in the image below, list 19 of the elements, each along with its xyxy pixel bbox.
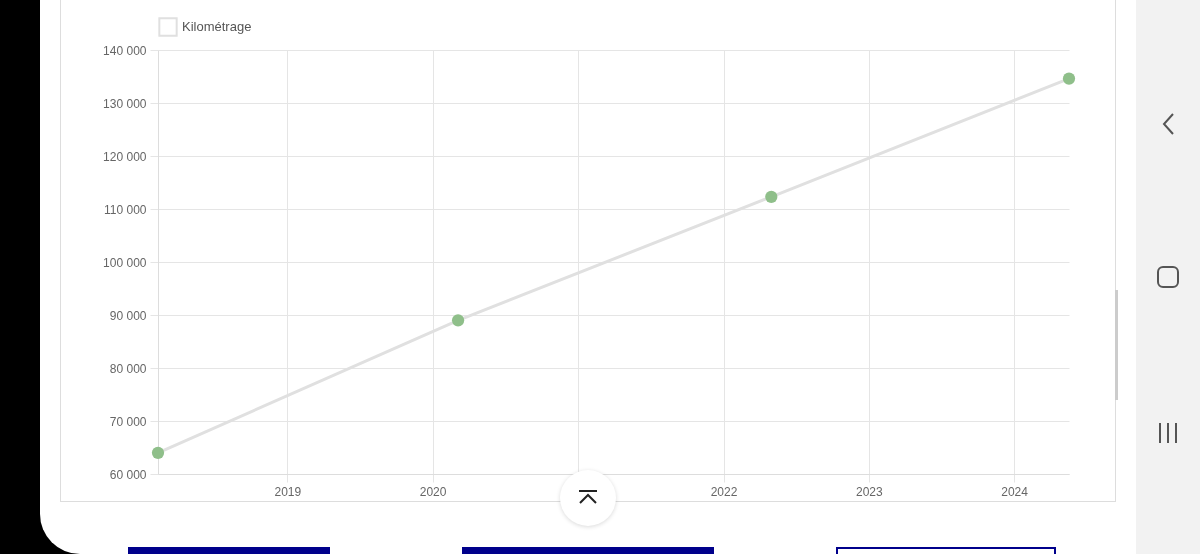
point — [451, 314, 465, 327]
x-tick-label: 2020 — [419, 484, 447, 499]
y-tick-label: 60 000 — [109, 467, 147, 482]
point — [151, 446, 165, 459]
y-tick-label: 90 000 — [109, 308, 147, 323]
y-tick-label: 110 000 — [104, 202, 147, 217]
point — [1062, 72, 1076, 85]
x-tick-label: 2024 — [1001, 484, 1029, 499]
y-tick-label: 70 000 — [109, 414, 147, 429]
x-tick-label: 2023 — [855, 484, 883, 499]
y-tick-label: 140 000 — [103, 43, 147, 58]
x-tick-label: 2022 — [710, 484, 738, 499]
y-tick-label: 120 000 — [103, 149, 147, 164]
y-tick-label: 80 000 — [109, 361, 147, 376]
x-tick-label: 2019 — [274, 484, 302, 499]
y-tick-label: 100 000 — [103, 255, 147, 270]
legend-label: Kilométrage — [182, 19, 252, 34]
y-tick-label: 130 000 — [103, 96, 147, 111]
point — [765, 190, 778, 203]
